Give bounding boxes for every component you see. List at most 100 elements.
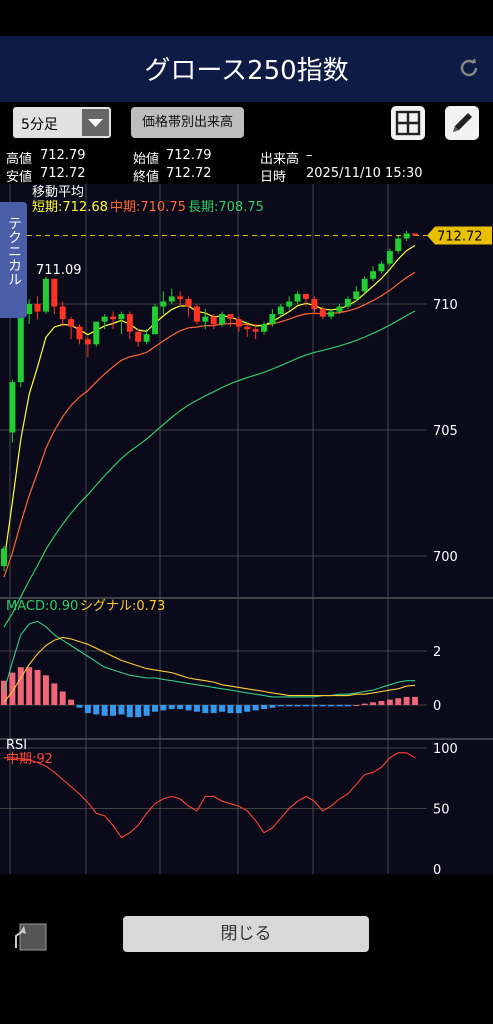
- rsi-tick-label: 100: [433, 742, 458, 757]
- candle-body: [34, 304, 41, 312]
- chevron-down-icon: [82, 109, 109, 136]
- macd-histogram-bar: [1, 680, 7, 705]
- price-tick-label: 700: [433, 550, 458, 565]
- datetime-label: 日時: [260, 170, 287, 185]
- interval-label: 5分足: [21, 117, 58, 133]
- macd-histogram-bar: [135, 705, 142, 718]
- macd-histogram-bar: [202, 705, 209, 714]
- macd-histogram-bar: [76, 705, 83, 708]
- draw-button[interactable]: [445, 106, 479, 140]
- high-value: 712.79: [40, 148, 86, 163]
- candle-body: [26, 304, 33, 315]
- pencil-icon: [453, 113, 472, 132]
- macd-histogram-bar: [84, 705, 91, 714]
- refresh-icon[interactable]: [457, 56, 481, 80]
- candle-body: [294, 293, 301, 302]
- ma-mid-value: 中期:710.75: [110, 200, 186, 215]
- layout-grid-button[interactable]: [391, 106, 425, 140]
- macd-histogram-bar: [344, 705, 351, 707]
- macd-histogram-bar: [143, 705, 150, 716]
- grid-icon: [395, 110, 421, 136]
- rsi-tick-label: 0: [433, 863, 441, 874]
- ma-long-value: 長期:708.75: [188, 200, 264, 215]
- candle-body: [93, 321, 100, 345]
- macd-histogram-bar: [51, 683, 58, 705]
- macd-signal-line: [3, 636, 416, 703]
- macd-tick-label: 2: [433, 645, 441, 660]
- candle-body: [110, 316, 117, 320]
- macd-histogram-bar: [68, 699, 75, 705]
- macd-histogram-bar: [244, 705, 251, 712]
- macd-histogram-bar: [17, 667, 24, 705]
- candle-body: [160, 301, 167, 307]
- ma-long-line: [3, 310, 416, 628]
- candle-body: [76, 326, 83, 340]
- close-button[interactable]: 閉じる: [123, 916, 369, 952]
- candle-body: [361, 278, 368, 292]
- peak-price-label: 711.09: [36, 263, 82, 278]
- candle-body: [412, 233, 418, 236]
- volume-label: 出来高: [260, 152, 300, 167]
- volume-by-price-button[interactable]: 価格帯別出来高: [131, 107, 244, 138]
- macd-histogram-bar: [370, 702, 377, 705]
- macd-value: MACD:0.90: [6, 599, 78, 614]
- macd-histogram-bar: [302, 705, 309, 707]
- macd-histogram-bar: [168, 705, 175, 710]
- datetime-value: 2025/11/10 15:30: [306, 166, 423, 181]
- macd-histogram-bar: [93, 705, 100, 715]
- candle-body: [403, 233, 410, 239]
- candle-body: [252, 329, 259, 332]
- macd-histogram-bar: [261, 705, 268, 710]
- page-title: グロース250指数: [144, 56, 349, 86]
- candle-body: [135, 331, 142, 342]
- macd-histogram-bar: [395, 698, 402, 705]
- candle-body: [51, 278, 58, 307]
- macd-line: [3, 620, 415, 698]
- price-tick-label: 710: [433, 298, 458, 313]
- candle-body: [101, 316, 108, 322]
- rotate-screen-icon[interactable]: [12, 918, 48, 952]
- macd-histogram-bar: [126, 705, 133, 718]
- price-chart[interactable]: 09:0010:0011:0013:0014:0015:007007057100…: [0, 184, 493, 895]
- close-label: 終値: [133, 170, 160, 185]
- macd-tick-label: 0: [433, 699, 441, 714]
- macd-histogram-bar: [319, 705, 326, 707]
- rsi-title: RSI: [6, 738, 27, 753]
- candle-body: [219, 314, 226, 325]
- macd-histogram-bar: [185, 705, 192, 711]
- last-price-tag: [427, 226, 492, 245]
- candle-body: [353, 291, 360, 299]
- candle-body: [286, 301, 293, 307]
- macd-histogram-bar: [59, 691, 66, 705]
- candle-body: [378, 263, 385, 272]
- macd-histogram-bar: [336, 705, 343, 707]
- macd-histogram-bar: [177, 705, 184, 710]
- quote-info: 高値 712.79 始値 712.79 出来高 – 安値 712.72 終値 7…: [0, 148, 493, 185]
- macd-histogram-bar: [386, 699, 393, 705]
- macd-histogram-bar: [210, 705, 217, 714]
- macd-histogram-bar: [403, 696, 410, 705]
- candle-body: [344, 298, 351, 307]
- ma-mid-line: [3, 271, 416, 578]
- candle-body: [336, 306, 343, 312]
- candle-body: [9, 382, 16, 433]
- macd-histogram-bar: [269, 705, 276, 708]
- candle-body: [151, 306, 158, 335]
- macd-histogram-bar: [353, 705, 360, 706]
- macd-histogram-bar: [311, 705, 318, 707]
- low-label: 安値: [6, 170, 33, 185]
- candle-body: [185, 298, 192, 307]
- last-price-label: 712.72: [437, 229, 483, 244]
- open-label: 始値: [133, 152, 160, 167]
- candle-body: [328, 311, 335, 317]
- interval-select[interactable]: 5分足: [13, 107, 111, 138]
- candle-body: [395, 238, 402, 252]
- chart-area[interactable]: 09:0010:0011:0013:0014:0015:007007057100…: [0, 184, 493, 895]
- macd-histogram-bar: [252, 705, 259, 711]
- candle-body: [42, 278, 49, 312]
- technical-tab[interactable]: テクニカル: [0, 202, 27, 318]
- candle-body: [277, 306, 284, 315]
- candle-body: [84, 339, 91, 345]
- candle-body: [1, 548, 7, 567]
- macd-histogram-bar: [42, 675, 49, 705]
